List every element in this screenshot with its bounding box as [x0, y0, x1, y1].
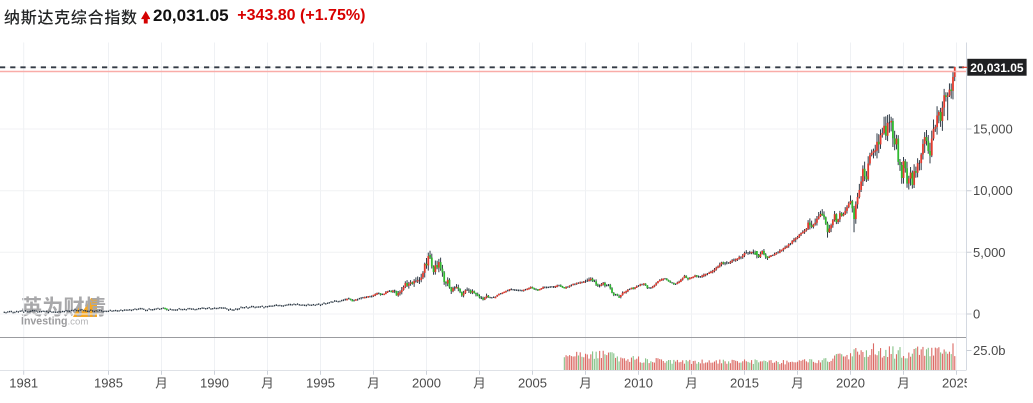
svg-text:月: 月 [473, 372, 486, 391]
svg-text:月: 月 [579, 372, 592, 391]
svg-text:月: 月 [791, 372, 804, 391]
svg-text:2025: 2025 [942, 376, 971, 391]
svg-text:2010: 2010 [624, 376, 653, 391]
svg-text:2000: 2000 [412, 376, 441, 391]
svg-text:英为财情: 英为财情 [21, 293, 106, 322]
svg-text:5,000: 5,000 [973, 245, 1006, 260]
svg-text:月: 月 [367, 372, 380, 391]
svg-text:25.0b: 25.0b [973, 343, 1006, 358]
svg-text:2020: 2020 [836, 376, 865, 391]
svg-text:月: 月 [897, 372, 910, 391]
svg-text:1995: 1995 [306, 376, 335, 391]
svg-text:1985: 1985 [94, 376, 123, 391]
svg-text:20,031.05: 20,031.05 [970, 61, 1024, 75]
svg-text:1990: 1990 [200, 376, 229, 391]
svg-text:2015: 2015 [730, 376, 759, 391]
svg-text:0: 0 [973, 307, 980, 322]
svg-text:2005: 2005 [518, 376, 547, 391]
svg-text:10,000: 10,000 [973, 183, 1013, 198]
svg-text:Investing.com: Investing.com [21, 316, 88, 328]
svg-text:1981: 1981 [9, 376, 38, 391]
svg-text:15,000: 15,000 [973, 122, 1013, 137]
svg-text:月: 月 [261, 372, 274, 391]
svg-text:月: 月 [685, 372, 698, 391]
svg-text:月: 月 [155, 372, 168, 391]
